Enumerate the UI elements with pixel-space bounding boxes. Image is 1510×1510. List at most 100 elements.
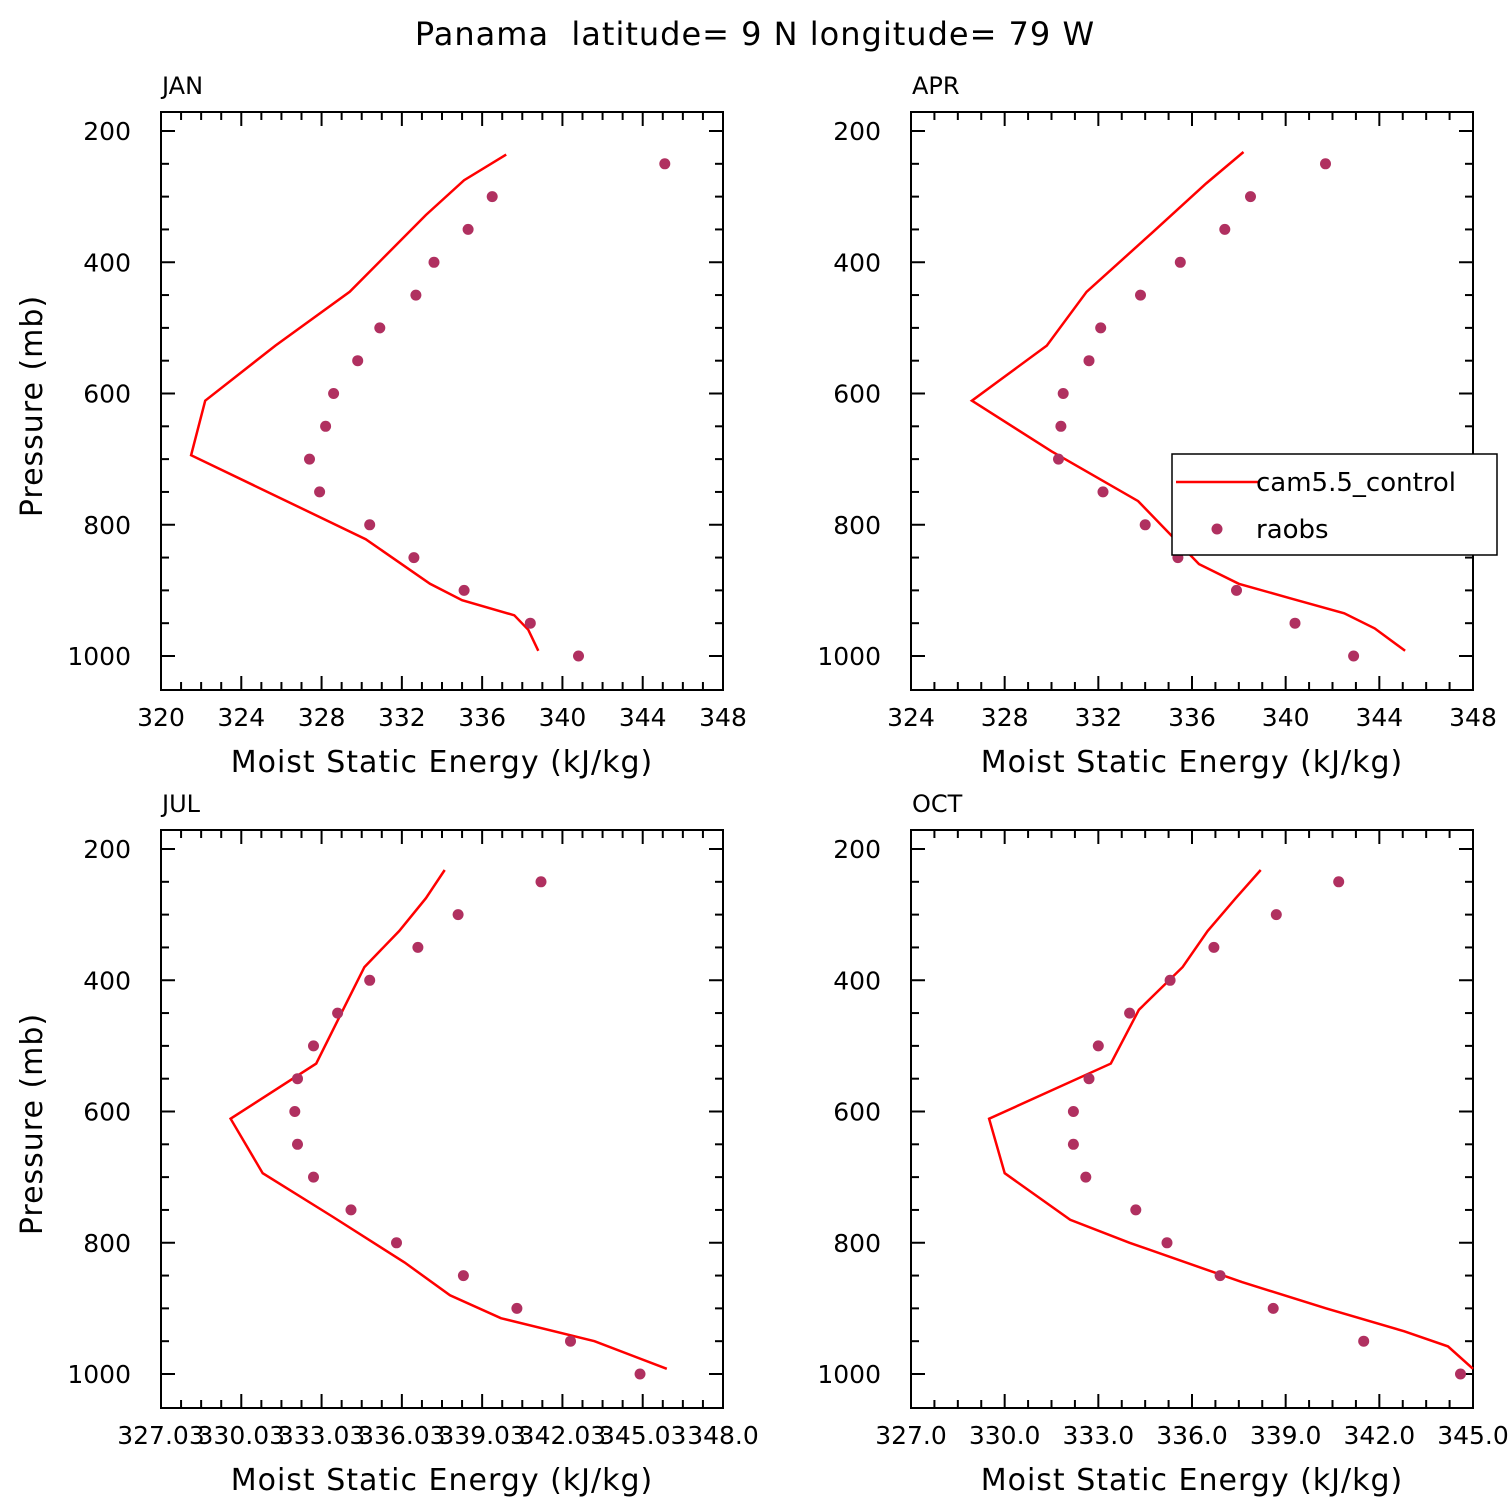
obs-point	[314, 486, 326, 498]
x-tick-label: 328	[981, 703, 1029, 732]
plot-frame	[910, 829, 1474, 1409]
x-tick-label: 324	[217, 703, 265, 732]
panel-jan: 200 400 600 800 1000 320 324 328 332 336 340 344 348…	[15, 72, 747, 780]
x-tick-label: 320	[137, 703, 185, 732]
y-tick-label: 200	[833, 835, 881, 864]
y-tick-label: 1000	[817, 1360, 881, 1389]
obs-point	[458, 584, 470, 596]
x-tick-label: 336.0	[1156, 1421, 1228, 1450]
y-tick-label: 800	[833, 1229, 881, 1258]
plot-frame	[160, 829, 724, 1409]
x-tick-label: 344	[1355, 703, 1403, 732]
y-tick-label: 1000	[67, 642, 131, 671]
y-axis-title: Pressure (mb)	[15, 295, 50, 517]
obs-point	[1097, 486, 1109, 498]
x-tick-label: 342.03	[519, 1421, 606, 1450]
x-tick-label: 345.0	[1437, 1421, 1509, 1450]
obs-point	[1161, 1237, 1173, 1249]
panel-title: JAN	[160, 72, 203, 100]
y-tick-label: 400	[833, 966, 881, 995]
obs-point	[412, 941, 424, 953]
panel-apr: 200 400 600 800 1000 324 328 332 336 340 344 348 Moi…	[817, 72, 1498, 780]
y-axis-title: Pressure (mb)	[15, 1013, 50, 1235]
obs-point	[374, 322, 386, 334]
panel-jul: 200 400 600 800 1000 327.03330.03333.03336.03…	[15, 790, 759, 1498]
x-tick-label: 339.03	[438, 1421, 525, 1450]
obs-point	[634, 1368, 646, 1380]
obs-point	[1270, 909, 1282, 921]
legend-box	[1171, 453, 1498, 556]
obs-point	[332, 1007, 344, 1019]
figure-title: Panama latitude= 9 N longitude= 79 W	[415, 15, 1095, 53]
y-tick-label: 1000	[817, 642, 881, 671]
x-tick-label: 330.03	[198, 1421, 285, 1450]
y-tick-label: 800	[83, 1229, 131, 1258]
obs-point	[1245, 191, 1256, 203]
y-tick-label: 400	[83, 248, 131, 277]
obs-point	[364, 974, 376, 986]
x-tick-label: 330.0	[969, 1421, 1041, 1450]
obs-point	[659, 158, 671, 170]
x-tick-label: 327.0	[875, 1421, 947, 1450]
obs-point	[1219, 223, 1231, 235]
obs-point	[535, 876, 547, 888]
x-tick-label: 339.0	[1250, 1421, 1322, 1450]
obs-point	[1067, 1138, 1079, 1150]
x-tick-label: 348.0	[687, 1421, 759, 1450]
x-tick-label: 348	[699, 703, 747, 732]
y-tick-label: 800	[83, 511, 131, 540]
obs-point	[308, 1171, 319, 1183]
obs-point	[1067, 1106, 1079, 1117]
y-tick-label: 600	[833, 380, 881, 409]
legend-marker-swatch	[1211, 523, 1223, 535]
obs-point	[457, 1270, 469, 1282]
obs-point	[289, 1106, 301, 1117]
x-tick-label: 342.0	[1344, 1421, 1416, 1450]
legend-obs-label: raobs	[1256, 515, 1329, 545]
x-tick-label: 332	[1074, 703, 1122, 732]
obs-point	[1092, 1040, 1104, 1052]
obs-point	[1214, 1270, 1226, 1282]
legend-model-label: cam5.5_control	[1256, 468, 1456, 498]
obs-point	[1124, 1007, 1136, 1019]
obs-point	[1083, 1073, 1095, 1085]
obs-point	[410, 289, 422, 301]
obs-point	[1057, 388, 1069, 399]
panel-title: JUL	[160, 790, 201, 818]
x-tick-label: 336.03	[358, 1421, 445, 1450]
x-tick-label: 332	[378, 703, 426, 732]
obs-point	[428, 256, 440, 268]
y-tick-label: 400	[83, 966, 131, 995]
obs-point	[1267, 1302, 1279, 1314]
obs-point	[462, 223, 474, 235]
x-tick-label: 333.03	[278, 1421, 365, 1450]
model-line	[987, 869, 1474, 1370]
obs-point	[1320, 158, 1331, 170]
y-tick-label: 1000	[67, 1360, 131, 1389]
obs-point	[1139, 519, 1151, 531]
obs-point	[304, 453, 315, 465]
panel-oct: 200 400 600 800 1000 327.0 330.0 333.0 336.0 339.…	[817, 790, 1508, 1498]
obs-point	[1080, 1171, 1092, 1183]
plot-frame	[910, 111, 1474, 691]
obs-point	[1083, 355, 1095, 367]
x-axis-title: Moist Static Energy (kJ/kg)	[981, 1463, 1404, 1498]
obs-point	[452, 909, 464, 921]
x-tick-label: 340	[1262, 703, 1310, 732]
x-tick-label: 327.03	[117, 1421, 204, 1450]
obs-point	[1055, 420, 1067, 432]
obs-point	[1289, 617, 1301, 629]
obs-point	[352, 355, 364, 367]
y-tick-label: 200	[83, 117, 131, 146]
obs-point	[391, 1237, 402, 1249]
x-axis-title: Moist Static Energy (kJ/kg)	[231, 1463, 654, 1498]
obs-point	[1358, 1335, 1370, 1347]
y-tick-label: 200	[833, 117, 881, 146]
model-line	[189, 153, 540, 652]
obs-point	[565, 1335, 576, 1347]
y-tick-label: 400	[833, 248, 881, 277]
obs-point	[292, 1138, 303, 1150]
y-tick-label: 600	[83, 380, 131, 409]
